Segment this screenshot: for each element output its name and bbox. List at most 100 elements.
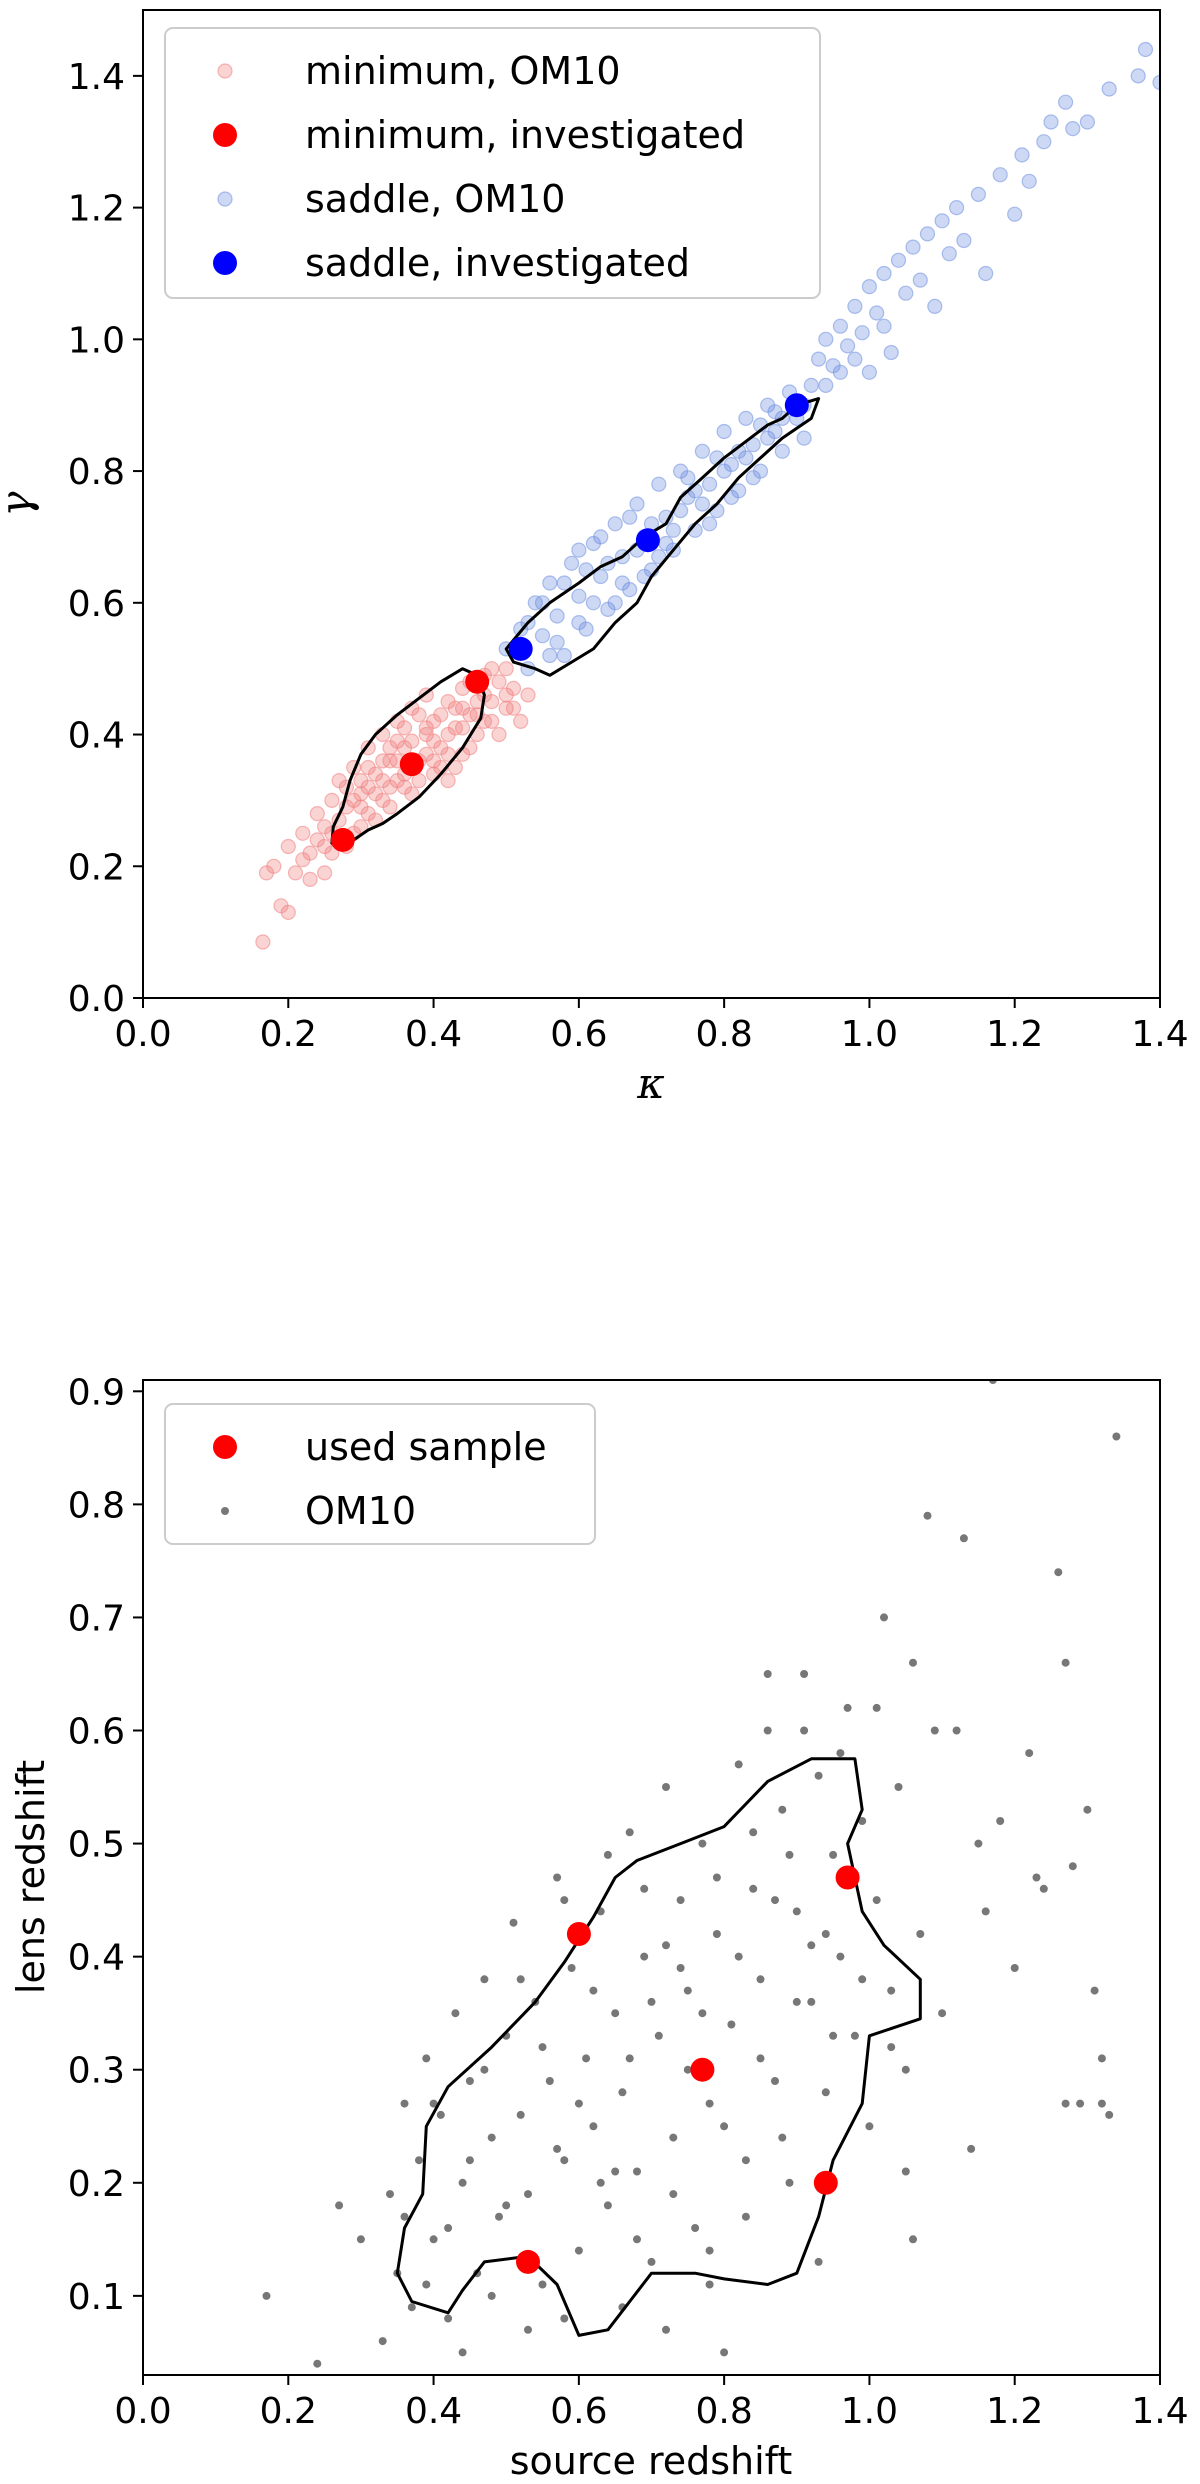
data-point	[741, 2212, 750, 2221]
data-point	[880, 1613, 888, 1622]
data-point	[509, 1918, 518, 1927]
data-point	[807, 1941, 816, 1950]
legend-marker	[213, 1435, 237, 1459]
data-point	[302, 871, 318, 888]
data-point	[738, 410, 754, 426]
data-point	[458, 2348, 467, 2357]
data-point	[280, 838, 296, 855]
data-point	[571, 588, 587, 604]
data-point	[941, 246, 957, 262]
data-point	[720, 2348, 729, 2357]
data-point	[905, 239, 921, 255]
data-point	[487, 2133, 496, 2142]
legend-box	[164, 1403, 596, 1545]
data-point	[625, 1828, 634, 1837]
data-point	[513, 713, 529, 730]
data-point	[974, 1839, 983, 1848]
data-point	[1112, 1432, 1121, 1441]
data-point	[287, 865, 304, 881]
y-tick-label: 0.1	[68, 2277, 125, 2318]
data-point	[563, 555, 580, 571]
data-point	[890, 252, 907, 268]
data-point	[662, 1941, 670, 1950]
legend: used sample OM10	[164, 1403, 596, 1545]
y-axis: 0.0 0.2 0.4 0.6 0.8 1.0 1.2 1.4	[68, 57, 143, 1020]
data-point	[658, 535, 674, 552]
data-point	[927, 298, 943, 314]
data-point	[1130, 68, 1146, 84]
data-point	[382, 799, 398, 815]
data-point	[534, 628, 551, 644]
data-point	[611, 2167, 620, 2176]
data-point	[760, 430, 776, 446]
data-point	[847, 351, 863, 367]
data-point	[669, 2133, 678, 2142]
x-tick-label: 0.4	[405, 1014, 462, 1055]
data-point	[516, 2249, 540, 2274]
x-axis-label: source redshift	[510, 2439, 793, 2483]
data-point	[396, 720, 413, 736]
data-point	[705, 2246, 714, 2255]
data-point	[1057, 94, 1074, 110]
plot-area	[262, 1380, 1121, 2368]
data-point	[1101, 81, 1117, 97]
x-tick-label: 0.8	[696, 2391, 753, 2432]
data-point	[1025, 1749, 1034, 1758]
data-point	[832, 364, 849, 380]
data-point	[262, 2291, 271, 2300]
series-minimum-investigated	[330, 669, 490, 852]
data-point	[720, 2122, 729, 2131]
data-point	[1097, 2099, 1106, 2108]
data-point	[923, 1511, 932, 1520]
data-point	[763, 1670, 772, 1678]
data-point	[1061, 1658, 1070, 1667]
data-point	[698, 1839, 707, 1848]
data-point	[952, 1726, 961, 1735]
y-tick-label: 0.2	[68, 847, 125, 888]
data-point	[1105, 2110, 1114, 2119]
data-point	[712, 1930, 721, 1938]
data-point	[1039, 1884, 1048, 1893]
data-point	[865, 2122, 874, 2131]
data-point	[375, 753, 391, 769]
data-point	[912, 272, 928, 288]
data-point	[415, 2156, 423, 2165]
data-point	[436, 2110, 445, 2119]
data-point	[792, 1997, 801, 2006]
data-point	[330, 827, 355, 852]
y-tick-label: 1.2	[68, 189, 125, 230]
data-point	[589, 2122, 598, 2131]
data-point	[516, 1975, 525, 1984]
data-point	[872, 1896, 881, 1905]
data-point	[465, 2156, 474, 2165]
data-point	[978, 265, 994, 282]
data-point	[818, 331, 834, 347]
data-point	[654, 2031, 663, 2040]
data-point	[741, 2156, 750, 2165]
x-tick-label: 1.0	[841, 2391, 898, 2432]
data-point	[465, 2077, 474, 2085]
data-point	[680, 470, 696, 486]
data-point	[422, 2280, 431, 2289]
data-point	[909, 2235, 917, 2244]
data-point	[792, 1907, 801, 1916]
data-point	[458, 2178, 467, 2187]
data-point	[814, 2257, 823, 2266]
data-point	[429, 2235, 438, 2244]
data-point	[691, 2224, 700, 2232]
data-point	[386, 2190, 394, 2199]
data-point	[839, 338, 856, 354]
data-point	[382, 740, 398, 756]
data-point	[571, 614, 587, 631]
x-tick-label: 0.6	[550, 2391, 607, 2432]
x-tick-label: 0.0	[114, 2391, 171, 2432]
y-tick-label: 0.2	[68, 2164, 125, 2205]
data-point	[556, 575, 572, 591]
data-point	[426, 733, 442, 749]
data-point	[651, 476, 667, 492]
data-point	[723, 489, 740, 505]
data-point	[295, 825, 311, 841]
data-point	[1079, 114, 1096, 130]
legend: minimum, OM10 minimum, investigated saddle…	[164, 27, 821, 299]
